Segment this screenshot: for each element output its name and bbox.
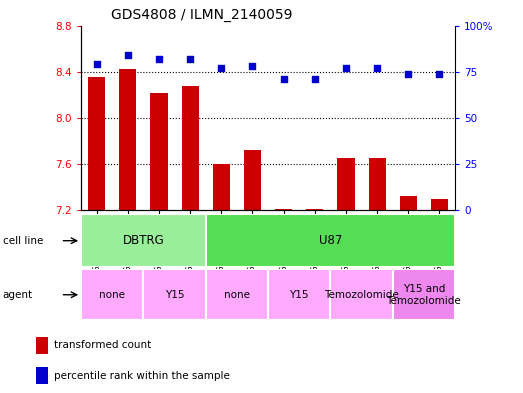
Text: Temozolomide: Temozolomide: [324, 290, 399, 300]
Text: U87: U87: [319, 234, 342, 247]
Point: [248, 63, 257, 69]
Point: [217, 65, 225, 71]
Text: cell line: cell line: [3, 236, 43, 246]
Text: Y15 and
Temozolomide: Y15 and Temozolomide: [386, 284, 461, 305]
Bar: [206, 269, 268, 320]
Bar: [393, 269, 455, 320]
Point: [342, 65, 350, 71]
Bar: [337, 158, 355, 210]
Text: none: none: [224, 290, 250, 300]
Bar: [431, 199, 448, 210]
Point: [155, 56, 163, 62]
Bar: [369, 158, 385, 210]
Point: [279, 76, 288, 82]
Point: [93, 61, 101, 68]
Bar: [81, 269, 143, 320]
Point: [373, 65, 381, 71]
Text: transformed count: transformed count: [54, 340, 151, 350]
Bar: [331, 269, 393, 320]
Bar: [213, 164, 230, 210]
Bar: [119, 70, 137, 210]
Bar: [306, 209, 323, 210]
Bar: [244, 150, 261, 210]
Bar: [88, 77, 105, 210]
Bar: [36, 367, 48, 384]
Text: agent: agent: [3, 290, 33, 300]
Text: none: none: [99, 290, 125, 300]
Point: [123, 52, 132, 58]
Point: [311, 76, 319, 82]
Point: [186, 56, 195, 62]
Bar: [151, 92, 167, 210]
Bar: [206, 214, 455, 267]
Text: GDS4808 / ILMN_2140059: GDS4808 / ILMN_2140059: [111, 8, 292, 22]
Point: [404, 70, 413, 77]
Bar: [81, 214, 206, 267]
Bar: [268, 269, 331, 320]
Text: Y15: Y15: [289, 290, 309, 300]
Bar: [36, 337, 48, 354]
Bar: [143, 269, 206, 320]
Text: DBTRG: DBTRG: [122, 234, 164, 247]
Bar: [275, 209, 292, 210]
Point: [435, 70, 444, 77]
Text: Y15: Y15: [165, 290, 184, 300]
Text: percentile rank within the sample: percentile rank within the sample: [54, 371, 230, 381]
Bar: [400, 196, 417, 210]
Bar: [181, 86, 199, 210]
